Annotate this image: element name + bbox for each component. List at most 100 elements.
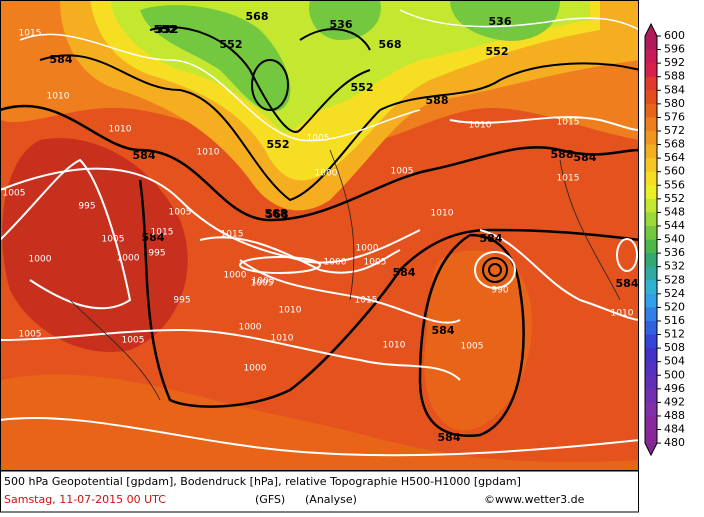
- isobar-label: 1010: [611, 309, 634, 319]
- colorbar-label: 580: [664, 97, 685, 110]
- colorbar-label: 496: [664, 382, 685, 395]
- colorbar-segment: [645, 320, 657, 336]
- isobar-label: 1015: [557, 174, 580, 184]
- isobar-label: 1010: [383, 341, 406, 351]
- colorbar-segment: [645, 63, 657, 78]
- colorbar-segment: [645, 388, 657, 403]
- footer-run: (Analyse): [305, 493, 357, 506]
- contour-label: 584: [432, 324, 455, 337]
- isobar-label: 1010: [109, 125, 132, 135]
- isobar-label: 1010: [469, 121, 492, 131]
- colorbar-segment: [645, 36, 657, 51]
- isobar-label: 1015: [557, 118, 580, 128]
- colorbar-label: 492: [664, 395, 685, 408]
- footer-credit: ©www.wetter3.de: [484, 493, 585, 506]
- contour-label: 568: [246, 10, 269, 23]
- isobar-label: 1000: [239, 323, 262, 333]
- isobar-label: 990: [491, 286, 508, 296]
- contour-label: 568: [379, 38, 402, 51]
- colorbar-segment: [645, 76, 657, 91]
- colorbar-label: 592: [664, 56, 685, 69]
- isobar-label: 1015: [221, 230, 244, 240]
- colorbar-segment: [645, 280, 657, 295]
- colorbar-segment: [645, 415, 657, 431]
- colorbar-label: 564: [664, 151, 685, 164]
- colorbar-label: 548: [664, 205, 685, 218]
- colorbar-label: 520: [664, 300, 685, 313]
- colorbar-label: 536: [664, 246, 685, 259]
- colorbar-segment: [645, 402, 657, 417]
- isobar-label: 1005: [461, 342, 484, 352]
- isobar-label: 1005: [307, 134, 330, 144]
- contour-label: 584: [616, 277, 639, 290]
- footer-title: 500 hPa Geopotential [gpdam], Bodendruck…: [4, 475, 521, 488]
- colorbar-label: 540: [664, 233, 685, 246]
- contour-label: 552: [220, 38, 243, 51]
- contour-label: 552: [156, 23, 179, 36]
- isobar-label: 1005: [19, 330, 42, 340]
- contour-label: 552: [267, 138, 290, 151]
- footer-box: [0, 470, 639, 513]
- colorbar-label: 484: [664, 423, 685, 436]
- colorbar-label: 532: [664, 260, 685, 273]
- colorbar-segment: [645, 375, 657, 390]
- map-fill: [1, 1, 638, 470]
- colorbar-label: 508: [664, 341, 685, 354]
- isobar-label: 1005: [102, 235, 125, 245]
- isobar-label: 1005: [122, 336, 145, 346]
- isobar-label: 1010: [271, 334, 294, 344]
- colorbar-segment: [645, 103, 657, 118]
- colorbar-segment: [645, 429, 657, 444]
- colorbar-label: 524: [664, 287, 685, 300]
- colorbar-label: 584: [664, 83, 685, 96]
- isobar-label: 1005: [3, 189, 26, 199]
- colorbar-segment: [645, 361, 657, 376]
- isobar-label: 1005: [364, 258, 387, 268]
- colorbar-label: 512: [664, 328, 685, 341]
- colorbar-segment: [645, 212, 657, 227]
- isobar-label: 1000: [244, 364, 267, 374]
- colorbar-label: 568: [664, 138, 685, 151]
- colorbar-segment: [645, 253, 657, 268]
- colorbar-bottom-arrow: [645, 443, 657, 456]
- isobar-label: 1010: [279, 306, 302, 316]
- colorbar-label: 600: [664, 29, 685, 42]
- contour-label: 584: [50, 53, 73, 66]
- isobar-label: 1000: [29, 255, 52, 265]
- contour-label: 584: [142, 231, 165, 244]
- colorbar-label: 500: [664, 368, 685, 381]
- colorbar-label: 556: [664, 178, 685, 191]
- contour-label: 588: [551, 148, 574, 161]
- colorbar-segment: [645, 90, 657, 105]
- isobar-label: 1005: [391, 167, 414, 177]
- colorbar-label: 516: [664, 314, 685, 327]
- isobar-label: 995: [78, 202, 95, 212]
- contour-label: 552: [351, 81, 374, 94]
- isobar-label: 1000: [324, 258, 347, 268]
- colorbar-label: 588: [664, 70, 685, 83]
- colorbar-segment: [645, 158, 657, 173]
- colorbar-segment: [645, 225, 657, 241]
- isobar-label: 1015: [355, 296, 378, 306]
- contour-label: 536: [489, 15, 512, 28]
- colorbar-segment: [645, 130, 657, 146]
- contours: [1, 9, 638, 457]
- contour-label: 584: [133, 149, 156, 162]
- colorbar-label: 572: [664, 124, 685, 137]
- colorbar-label: 528: [664, 273, 685, 286]
- colorbar-label: 488: [664, 409, 685, 422]
- colorbar-segment: [645, 334, 657, 349]
- isobar-label: 1000: [356, 244, 379, 254]
- colorbar-segment: [645, 171, 657, 186]
- colorbar-label: 596: [664, 43, 685, 56]
- colorbar: 6005965925885845805765725685645605565525…: [644, 22, 685, 457]
- isobar-label: 1000: [224, 271, 247, 281]
- contour-label: 568: [266, 208, 289, 221]
- contour-label: 552: [486, 45, 509, 58]
- contour-label: 536: [330, 18, 353, 31]
- colorbar-label: 480: [664, 436, 685, 449]
- contour-label: 584: [393, 266, 416, 279]
- contour-label: 588: [426, 94, 449, 107]
- isobar-label: 995: [148, 249, 165, 259]
